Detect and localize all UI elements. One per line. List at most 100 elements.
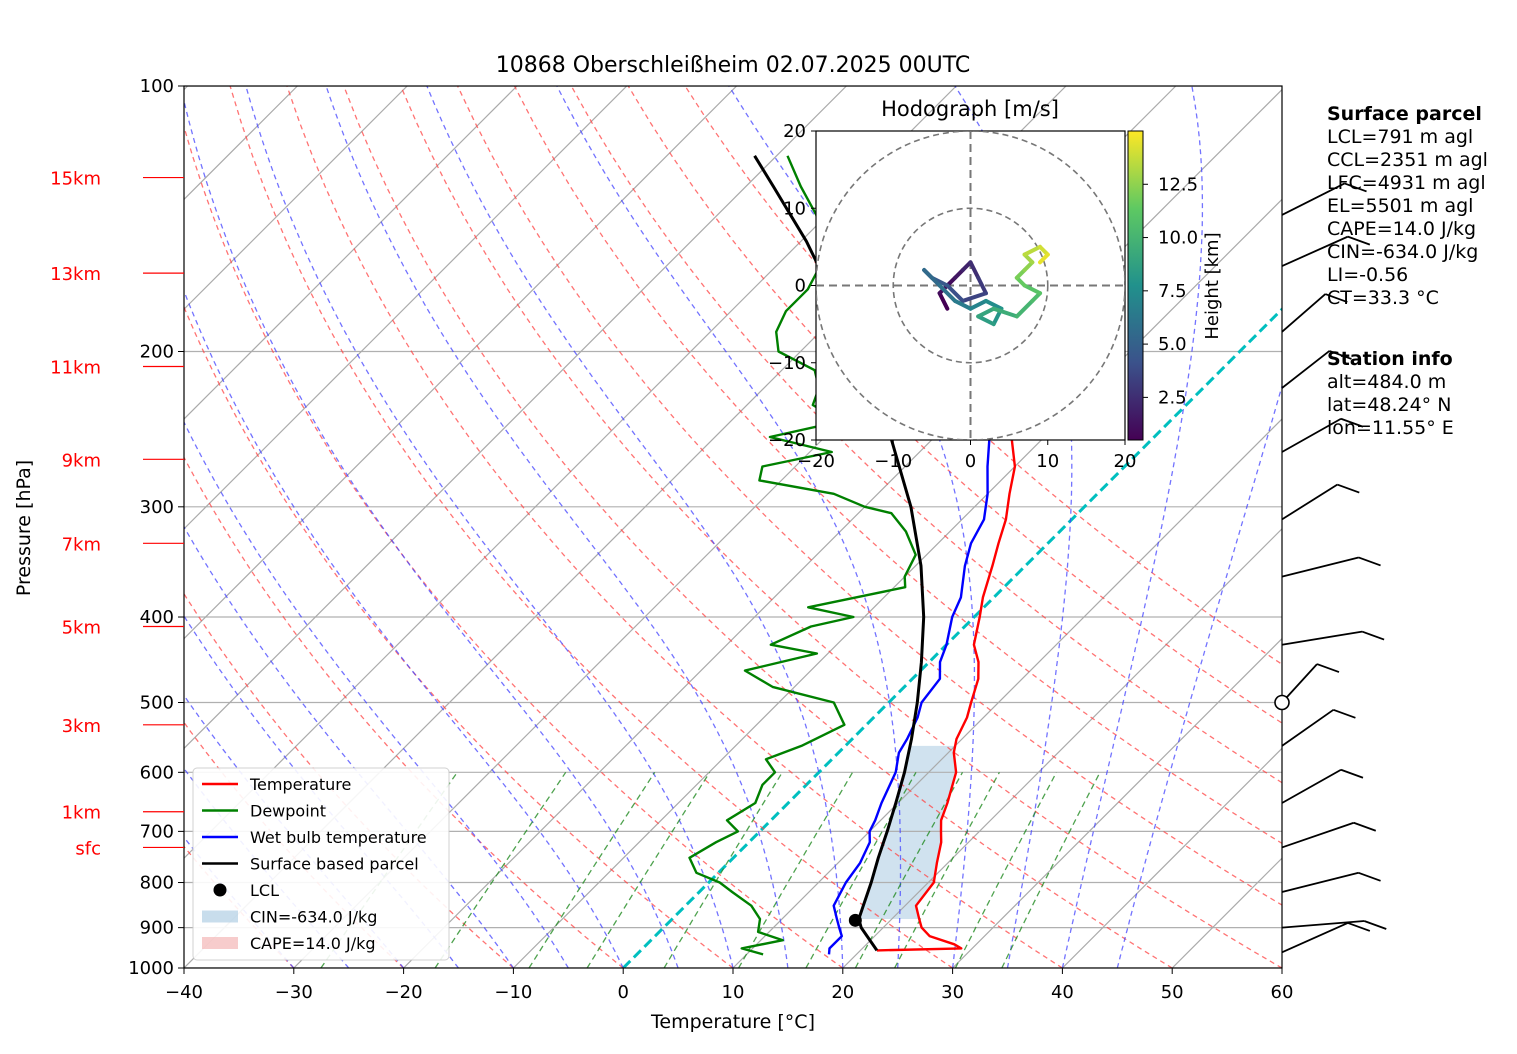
surface-parcel-title: Surface parcel <box>1327 103 1482 125</box>
hodograph-y-tick-label: −10 <box>768 353 806 374</box>
y-tick-label: 500 <box>140 692 174 713</box>
moist-adiabat <box>184 289 624 968</box>
legend-box <box>192 767 450 961</box>
colorbar-tick-label: 7.5 <box>1158 281 1187 302</box>
wind-barb-shaft <box>1281 922 1349 954</box>
dry-adiabat <box>457 86 1282 906</box>
hodograph-y-tick-label: 10 <box>783 198 806 219</box>
mixing-ratio-line <box>738 771 854 968</box>
x-tick-label: −40 <box>165 982 203 1003</box>
x-tick-label: 40 <box>1051 982 1074 1003</box>
wind-barb-flag <box>1344 182 1367 193</box>
cape-cin-fills <box>858 745 957 919</box>
y-tick-label: 800 <box>140 873 174 894</box>
wind-barb-shaft <box>1281 483 1338 521</box>
hodograph-segment <box>991 306 1019 319</box>
height-label: 13km <box>50 264 101 285</box>
wind-barb-shaft <box>1281 821 1355 849</box>
hodograph-segment <box>968 298 988 311</box>
mixing-ratio-line <box>954 771 1057 968</box>
y-axis-label: Pressure [hPa] <box>13 460 35 596</box>
legend-label: Surface based parcel <box>250 855 419 874</box>
wind-barb-flag <box>1358 871 1381 882</box>
legend-label: Dewpoint <box>250 802 326 821</box>
station-info-title: Station info <box>1327 348 1453 370</box>
mixing-ratio-line <box>434 771 567 968</box>
height-label: 3km <box>62 716 101 737</box>
mixing-ratio-line <box>1001 772 1101 968</box>
moist-adiabat <box>325 86 789 968</box>
hodograph-segment <box>953 298 973 311</box>
colorbar-label: Height [km] <box>1202 232 1223 339</box>
y-tick-label: 400 <box>140 607 174 628</box>
hodograph: Hodograph [m/s] −20 −10 0 10 20 20 10 0 −10 −20 2.5… <box>768 97 1223 472</box>
dry-adiabat <box>513 86 1282 845</box>
surface-parcel-line: CCL=2351 m agl <box>1327 149 1488 171</box>
y-tick-label: 100 <box>140 76 174 97</box>
hodograph-y-tick-label: −20 <box>768 430 806 451</box>
wind-barb-shaft <box>1281 768 1342 804</box>
hodograph-x-tick-label: 20 <box>1114 451 1137 472</box>
x-tick-label: 0 <box>617 982 628 1003</box>
legend: Temperature Dewpoint Wet bulb temperature S… <box>192 767 450 961</box>
y-tick-label: 1000 <box>128 958 174 979</box>
height-labels: 15km 13km 11km 9km 7km 5km 3km 1km sfc <box>50 169 184 859</box>
isotherm <box>184 86 628 530</box>
y-tick-label: 900 <box>140 918 174 939</box>
wind-barb-shaft <box>1281 293 1326 333</box>
wind-barb-flag <box>1363 920 1387 930</box>
x-tick-label: 10 <box>722 982 745 1003</box>
hodograph-segment <box>976 306 996 319</box>
hodograph-x-tick-label: 10 <box>1036 451 1059 472</box>
wind-barb-flag <box>1347 235 1371 246</box>
wind-barb-flag <box>1333 708 1356 719</box>
wind-barb-flag <box>1361 630 1385 641</box>
hodograph-x-tick-label: −20 <box>797 451 835 472</box>
surface-parcel-line: EL=5501 m agl <box>1327 195 1474 217</box>
dry-adiabat <box>184 456 624 968</box>
moist-adiabat <box>245 86 734 968</box>
legend-label: Wet bulb temperature <box>250 828 427 847</box>
surface-parcel-panel: Surface parcel LCL=791 m agl CCL=2351 m … <box>1327 103 1488 310</box>
wind-barb-shaft <box>1281 235 1349 267</box>
wind-barb-flag <box>1340 768 1364 779</box>
dry-adiabat <box>343 86 1173 968</box>
hodograph-segment <box>976 314 996 327</box>
hodograph-x-tick-label: −10 <box>874 451 912 472</box>
hodograph-segment <box>1038 252 1050 265</box>
dewpoint-line <box>688 155 917 956</box>
mixing-ratio-line <box>663 771 783 968</box>
legend-label: CAPE=14.0 J/kg <box>250 934 376 953</box>
station-info-line: lat=48.24° N <box>1327 394 1452 416</box>
hodograph-y-tick-label: 0 <box>795 276 806 297</box>
axes: −40 −30 −20 −10 0 10 20 30 40 50 60100200300400500… <box>128 76 1293 1003</box>
wind-barb-shaft <box>1281 630 1363 646</box>
mixing-ratio-line <box>586 771 711 968</box>
height-label: 11km <box>50 358 101 379</box>
colorbar <box>1127 130 1144 441</box>
wind-barbs <box>1274 182 1387 954</box>
wind-barb-flag <box>1325 293 1348 303</box>
height-label: sfc <box>75 838 101 859</box>
colorbar-tick-label: 2.5 <box>1158 387 1187 408</box>
height-label: 7km <box>62 534 101 555</box>
legend-label: Temperature <box>249 775 351 794</box>
x-tick-label: 20 <box>831 982 854 1003</box>
isotherm <box>1061 747 1282 968</box>
hodograph-segment <box>968 260 981 280</box>
mixing-ratio-line <box>805 771 917 968</box>
surface-parcel-line: CAPE=14.0 J/kg <box>1327 218 1477 240</box>
hodograph-ring <box>892 207 1049 364</box>
station-info-line: lon=11.55° E <box>1327 417 1454 439</box>
isotherm <box>184 86 408 311</box>
wind-barb-flag <box>1347 922 1371 932</box>
isotherm <box>184 86 847 750</box>
dry-adiabat <box>286 86 1063 968</box>
hodograph-segment <box>1022 244 1043 257</box>
zero-isotherm <box>622 307 1282 968</box>
x-tick-label: −30 <box>275 982 313 1003</box>
x-tick-label: 60 <box>1271 982 1294 1003</box>
surface-parcel-line: CIN=-634.0 J/kg <box>1327 241 1479 263</box>
colorbar-tick-label: 10.0 <box>1158 228 1198 249</box>
